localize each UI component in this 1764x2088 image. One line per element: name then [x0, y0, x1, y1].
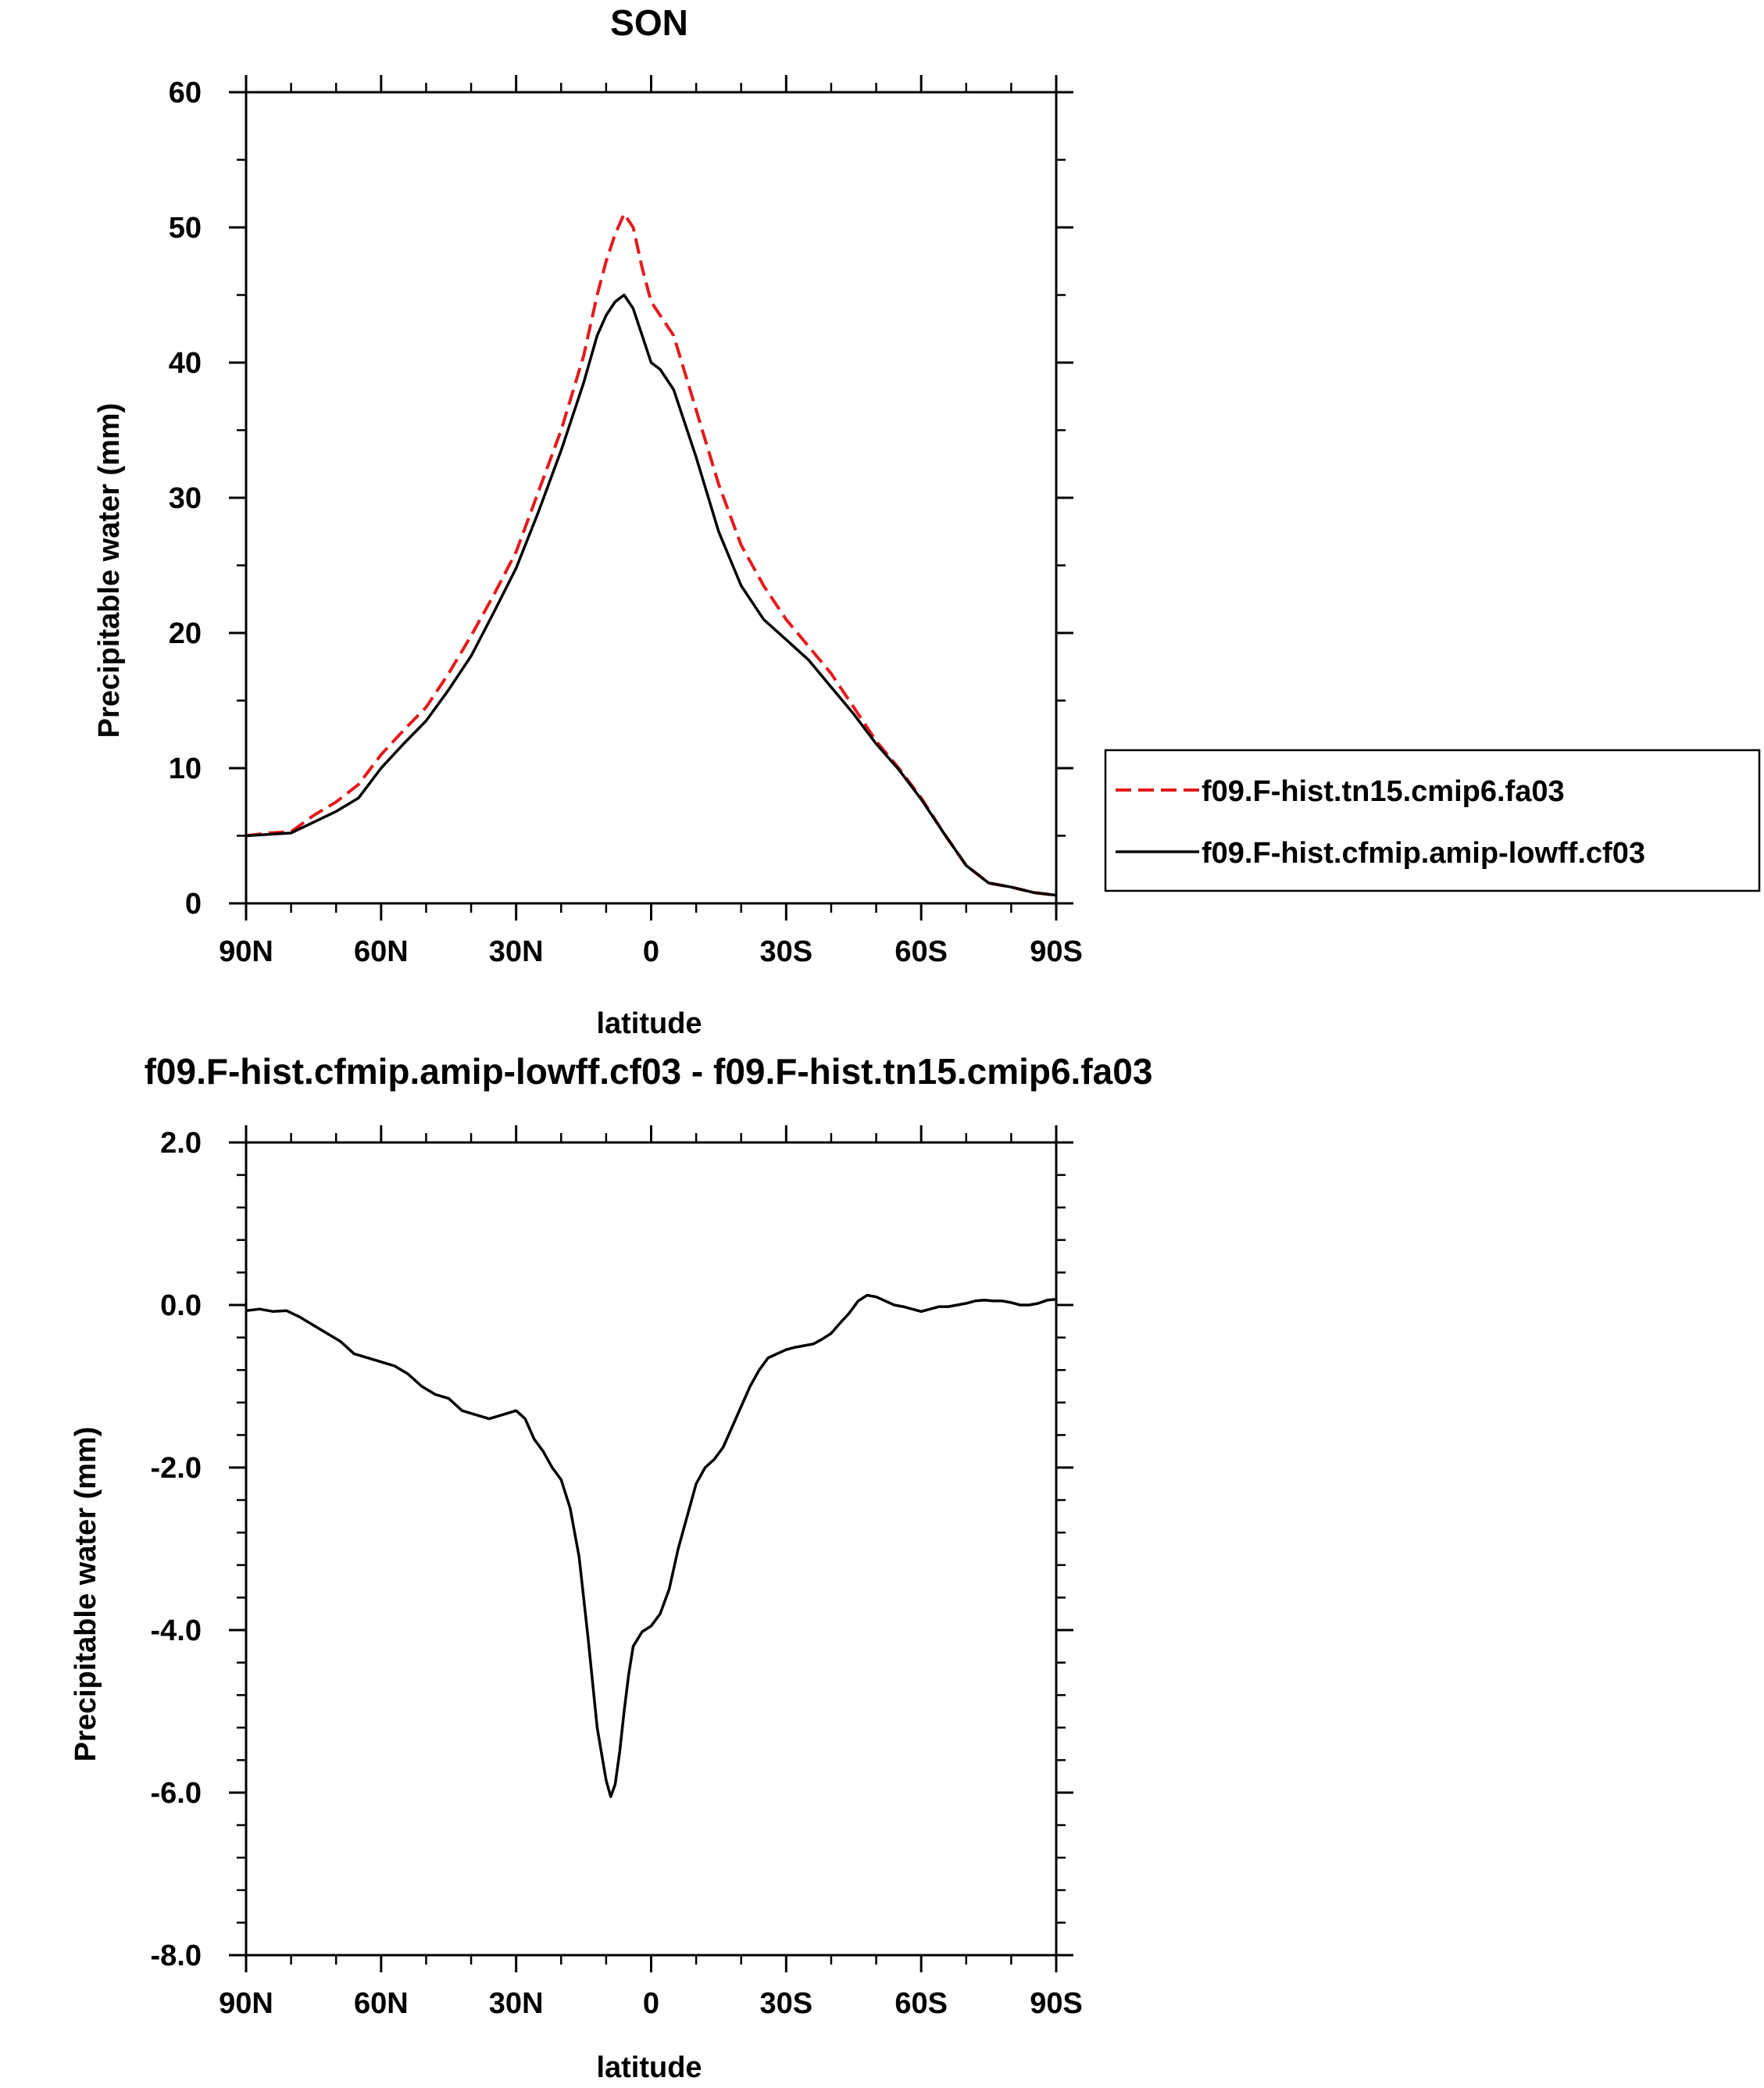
top-x-tick-label: 30N — [489, 935, 544, 968]
bottom-x-tick-label: 90N — [219, 1987, 273, 2020]
bottom-series — [245, 1293, 1057, 1798]
bottom-panel: f09.F-hist.cfmip.amip-lowff.cf03 - f09.F… — [70, 1051, 1152, 2084]
top-x-tick-label: 60N — [354, 935, 409, 968]
top-y-tick-label: 50 — [169, 212, 202, 245]
bottom-x-tick-label: 30S — [760, 1987, 813, 2020]
bottom-series-line-1 — [245, 1293, 1057, 1798]
top-x-tick-label: 90S — [1030, 935, 1083, 968]
top-y-axis-label: Precipitable water (mm) — [93, 403, 126, 738]
top-x-tick-label: 90N — [219, 935, 273, 968]
bottom-y-tick-label: -6.0 — [151, 1777, 202, 1810]
bottom-chart-title: f09.F-hist.cfmip.amip-lowff.cf03 - f09.F… — [145, 1051, 1153, 1092]
legend-entry-2: f09.F-hist.cfmip.amip-lowff.cf03 — [1202, 837, 1645, 870]
bottom-y-tick-label: -8.0 — [151, 1940, 202, 1972]
top-chart-title: SON — [610, 2, 688, 43]
top-tick-labels: 90N 60N 30N 0 30S 60S 90S 0 10 20 30 40 50 60 — [169, 77, 1083, 968]
top-y-tick-label: 10 — [169, 753, 202, 785]
bottom-tick-labels: 90N 60N 30N 0 30S 60S 90S -8.0 -6.0 -4.0 -2.0 0.0 2.… — [151, 1127, 1083, 2020]
top-series-line-2 — [245, 293, 1057, 897]
bottom-x-tick-label: 90S — [1030, 1987, 1083, 2020]
legend-box — [1104, 749, 1761, 892]
top-x-tick-label: 60S — [894, 935, 948, 968]
top-x-tick-label: 30S — [760, 935, 813, 968]
bottom-y-axis-label: Precipitable water (mm) — [70, 1427, 102, 1762]
bottom-y-tick-label: 0.0 — [160, 1289, 202, 1322]
bottom-plot-frame — [245, 1141, 1058, 1957]
bottom-axis-ticks — [229, 1125, 1073, 1972]
bottom-x-tick-label: 0 — [643, 1987, 659, 2020]
legend-entry-1: f09.F-hist.tn15.cmip6.fa03 — [1202, 775, 1565, 808]
top-y-tick-label: 60 — [169, 77, 202, 109]
top-axis-ticks — [229, 75, 1073, 921]
top-plot-frame — [245, 91, 1058, 905]
top-y-tick-label: 0 — [185, 888, 202, 921]
bottom-y-tick-label: 2.0 — [160, 1127, 202, 1160]
bottom-y-tick-label: -2.0 — [151, 1452, 202, 1485]
top-series-line-1 — [245, 212, 1057, 897]
top-x-tick-label: 0 — [643, 935, 659, 968]
top-y-tick-label: 20 — [169, 617, 202, 650]
top-series — [245, 212, 1057, 897]
top-y-tick-label: 40 — [169, 347, 202, 380]
top-x-axis-label: latitude — [596, 1007, 702, 1040]
top-legend: f09.F-hist.tn15.cmip6.fa03 f09.F-hist.cf… — [1104, 749, 1761, 892]
bottom-x-tick-label: 60N — [354, 1987, 409, 2020]
bottom-x-tick-label: 30N — [489, 1987, 544, 2020]
bottom-x-tick-label: 60S — [894, 1987, 948, 2020]
bottom-x-axis-label: latitude — [596, 2051, 702, 2084]
top-y-tick-label: 30 — [169, 482, 202, 515]
bottom-y-tick-label: -4.0 — [151, 1614, 202, 1647]
top-panel: SON Precipitable water (mm) latitude 90N… — [93, 2, 1761, 1040]
